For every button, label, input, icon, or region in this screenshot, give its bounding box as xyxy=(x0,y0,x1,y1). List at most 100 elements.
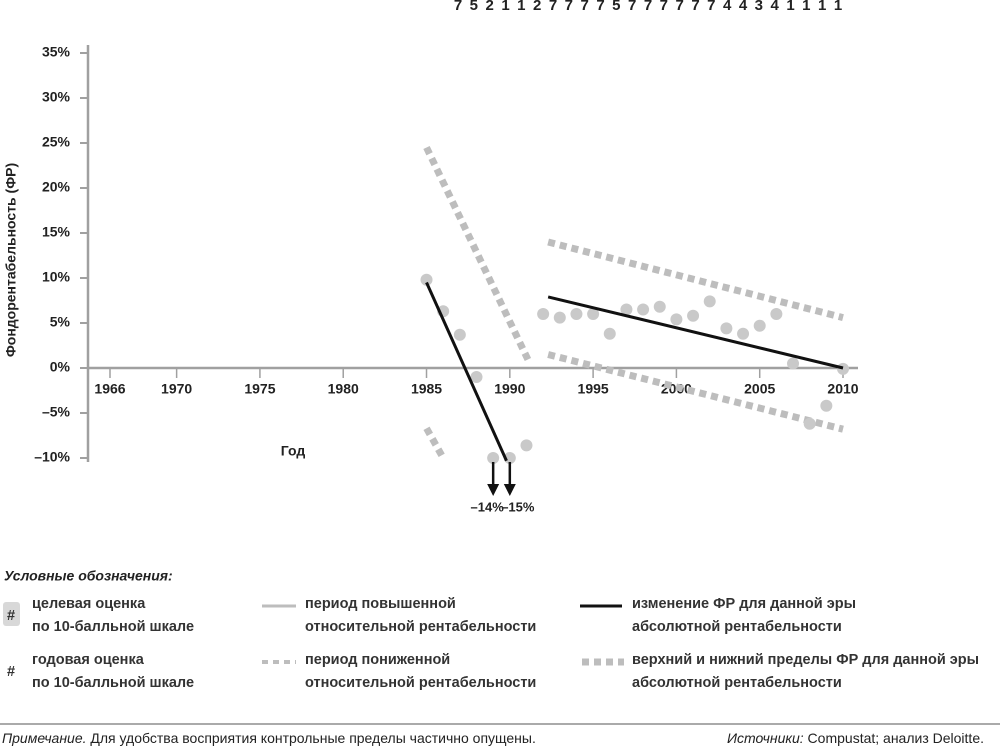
x-tick-label: 2010 xyxy=(827,381,858,397)
score: 7 xyxy=(660,0,668,14)
point xyxy=(803,417,816,430)
score: 4 xyxy=(770,0,779,14)
x-tick-label: 1995 xyxy=(578,381,609,397)
point xyxy=(653,300,666,313)
legend-title: Условные обозначения: xyxy=(4,568,173,584)
legend-label: абсолютной рентабельности xyxy=(632,675,842,691)
legend-label: годовая оценка xyxy=(32,652,145,668)
point xyxy=(770,308,783,320)
point xyxy=(570,308,583,320)
y-tick-label: 30% xyxy=(42,89,71,105)
score: 4 xyxy=(739,0,748,14)
legend-label: относительной рентабельности xyxy=(305,675,536,691)
y-tick-label: 0% xyxy=(50,359,71,375)
note: Примечание. Для удобства восприятия конт… xyxy=(2,730,536,746)
point xyxy=(453,328,466,341)
score: 2 xyxy=(533,0,541,14)
point xyxy=(537,308,550,320)
arrow-head xyxy=(487,484,500,496)
point xyxy=(820,399,833,412)
legend-label: абсолютной рентабельности xyxy=(632,619,842,635)
limit-line xyxy=(547,351,844,433)
x-tick-label: 1985 xyxy=(411,381,442,397)
score: 1 xyxy=(834,0,842,14)
score: 7 xyxy=(596,0,604,14)
point xyxy=(503,452,516,464)
y-tick-label: 20% xyxy=(42,179,71,195)
x-tick-label: 1990 xyxy=(494,381,525,397)
score: 5 xyxy=(612,0,620,14)
legend-icon xyxy=(3,602,20,626)
sources: Источники: Compustat; анализ Deloitte. xyxy=(727,730,984,746)
score: 5 xyxy=(470,0,478,14)
legend-label: целевая оценка xyxy=(32,596,146,612)
score: 7 xyxy=(691,0,699,14)
score: 7 xyxy=(565,0,573,14)
y-tick-label: –10% xyxy=(34,449,70,465)
score: 7 xyxy=(644,0,652,14)
x-tick-label: 1970 xyxy=(161,381,192,397)
score: 7 xyxy=(580,0,588,14)
y-tick-label: 35% xyxy=(42,44,71,60)
value-label: –15% xyxy=(501,499,535,514)
y-tick-label: 25% xyxy=(42,134,71,150)
legend-label: по 10-балльной шкале xyxy=(32,619,194,635)
point xyxy=(703,295,716,308)
y-tick-label: 10% xyxy=(42,269,71,285)
x-tick-label: 1980 xyxy=(328,381,359,397)
limit-line xyxy=(423,426,447,460)
y-tick-label: 5% xyxy=(50,314,71,330)
score: 4 xyxy=(723,0,732,14)
legend-symbol: # xyxy=(7,664,15,680)
y-tick-label: 15% xyxy=(42,224,71,240)
limit-line xyxy=(423,145,533,366)
legend-label: по 10-балльной шкале xyxy=(32,675,194,691)
point xyxy=(737,327,750,340)
x-tick-label: 2005 xyxy=(744,381,775,397)
value-label: –14% xyxy=(471,499,505,514)
x-tick-label: 1966 xyxy=(94,381,125,397)
score: 7 xyxy=(707,0,715,14)
point xyxy=(520,439,533,452)
point xyxy=(670,313,683,326)
x-tick-label: 1975 xyxy=(244,381,275,397)
x-axis-label: Год xyxy=(281,443,306,459)
legend-symbol: # xyxy=(7,608,15,624)
point xyxy=(470,371,483,383)
trend-line xyxy=(425,281,508,462)
point xyxy=(753,319,766,332)
score: 7 xyxy=(454,0,462,14)
legend-label: верхний и нижний пределы ФР для данной э… xyxy=(632,652,979,668)
score: 1 xyxy=(517,0,525,14)
score: 7 xyxy=(675,0,683,14)
score: 1 xyxy=(501,0,509,14)
point xyxy=(687,309,700,322)
point xyxy=(487,452,500,464)
point xyxy=(587,308,600,320)
point xyxy=(420,273,433,286)
point xyxy=(837,362,850,375)
arrow-head xyxy=(503,484,516,496)
score: 1 xyxy=(786,0,794,14)
score: 7 xyxy=(549,0,557,14)
score: 1 xyxy=(802,0,810,14)
trend-line xyxy=(547,295,844,370)
point xyxy=(637,303,650,316)
point xyxy=(603,327,616,340)
legend-label: период повышенной xyxy=(305,596,456,612)
y-axis-label: Фондорентабельность (ФР) xyxy=(3,163,19,357)
legend-label: изменение ФР для данной эры xyxy=(632,596,856,612)
legend-label: период пониженной xyxy=(305,652,450,668)
score: 3 xyxy=(755,0,763,14)
score: 1 xyxy=(818,0,826,14)
y-tick-label: –5% xyxy=(42,404,71,420)
score: 7 xyxy=(628,0,636,14)
score: 2 xyxy=(485,0,493,14)
point xyxy=(553,311,566,324)
point xyxy=(620,303,633,316)
limit-line xyxy=(547,238,844,321)
point xyxy=(720,322,733,335)
legend-label: относительной рентабельности xyxy=(305,619,536,635)
point xyxy=(787,357,800,370)
